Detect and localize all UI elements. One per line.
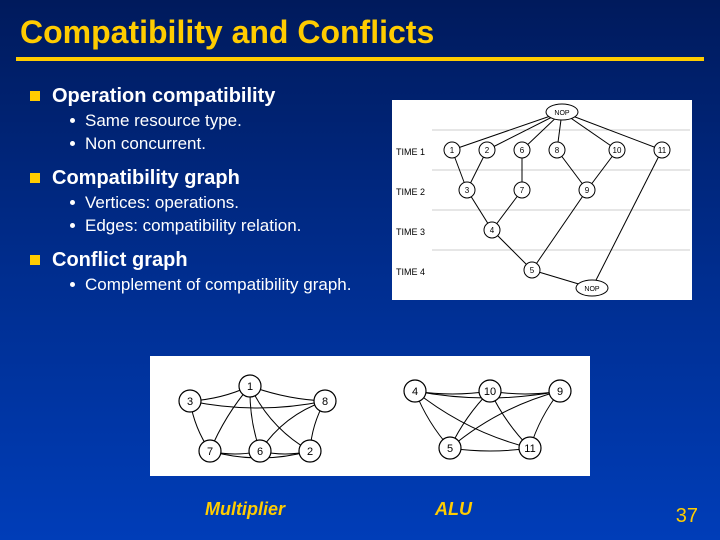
svg-text:NOP: NOP xyxy=(584,286,600,293)
svg-text:6: 6 xyxy=(520,146,525,155)
svg-text:7: 7 xyxy=(207,446,213,458)
svg-text:9: 9 xyxy=(557,386,563,398)
sub-item: Complement of compatibility graph. xyxy=(70,274,370,296)
svg-text:5: 5 xyxy=(447,443,453,455)
dot-bullet-icon xyxy=(70,141,75,146)
caption-row: Multiplier ALU xyxy=(0,499,720,520)
caption-multiplier: Multiplier xyxy=(205,499,285,520)
square-bullet-icon xyxy=(30,91,40,101)
dot-bullet-icon xyxy=(70,200,75,205)
svg-text:10: 10 xyxy=(484,386,496,398)
svg-text:11: 11 xyxy=(524,443,535,455)
svg-text:1: 1 xyxy=(247,381,253,393)
sub-text: Vertices: operations. xyxy=(85,192,239,214)
svg-text:3: 3 xyxy=(465,186,470,195)
svg-text:3: 3 xyxy=(187,396,193,408)
svg-text:2: 2 xyxy=(307,446,313,458)
svg-text:9: 9 xyxy=(585,186,590,195)
sub-text: Same resource type. xyxy=(85,110,242,132)
sub-text: Complement of compatibility graph. xyxy=(85,274,351,296)
svg-text:2: 2 xyxy=(485,146,490,155)
svg-text:4: 4 xyxy=(412,386,418,398)
svg-text:NOP: NOP xyxy=(554,110,570,117)
svg-text:11: 11 xyxy=(658,146,667,155)
page-number: 37 xyxy=(676,505,698,528)
dot-bullet-icon xyxy=(70,118,75,123)
bullet-label: Operation compatibility xyxy=(52,85,275,108)
svg-text:5: 5 xyxy=(530,266,535,275)
sub-text: Edges: compatibility relation. xyxy=(85,215,301,237)
svg-text:7: 7 xyxy=(520,186,525,195)
sub-text: Non concurrent. xyxy=(85,133,206,155)
svg-text:8: 8 xyxy=(322,396,328,408)
slide-title: Compatibility and Conflicts xyxy=(0,0,720,57)
scheduling-graph-svg: TIME 1 TIME 2 TIME 3 TIME 4 NOP 1 2 6 8 10 11 3 7 9 4 5… xyxy=(392,100,692,300)
compatibility-graph-svg: 3 1 8 7 6 2 4 10 9 5 11 xyxy=(150,356,590,476)
scheduling-diagram: TIME 1 TIME 2 TIME 3 TIME 4 NOP 1 2 6 8 10 11 3 7 9 4 5… xyxy=(392,100,692,300)
svg-text:4: 4 xyxy=(490,226,495,235)
svg-text:TIME 3: TIME 3 xyxy=(396,227,425,237)
sub-list: Complement of compatibility graph. xyxy=(70,274,370,296)
svg-text:TIME 1: TIME 1 xyxy=(396,147,425,157)
bullet-label: Compatibility graph xyxy=(52,167,240,190)
svg-text:8: 8 xyxy=(555,146,560,155)
svg-text:10: 10 xyxy=(613,146,622,155)
svg-text:6: 6 xyxy=(257,446,263,458)
dot-bullet-icon xyxy=(70,223,75,228)
dot-bullet-icon xyxy=(70,282,75,287)
svg-text:TIME 2: TIME 2 xyxy=(396,187,425,197)
compatibility-graphs: 3 1 8 7 6 2 4 10 9 5 11 xyxy=(150,356,590,476)
square-bullet-icon xyxy=(30,255,40,265)
bullet-label: Conflict graph xyxy=(52,249,188,272)
svg-text:TIME 4: TIME 4 xyxy=(396,267,425,277)
square-bullet-icon xyxy=(30,173,40,183)
caption-alu: ALU xyxy=(435,499,472,520)
svg-text:1: 1 xyxy=(450,146,455,155)
